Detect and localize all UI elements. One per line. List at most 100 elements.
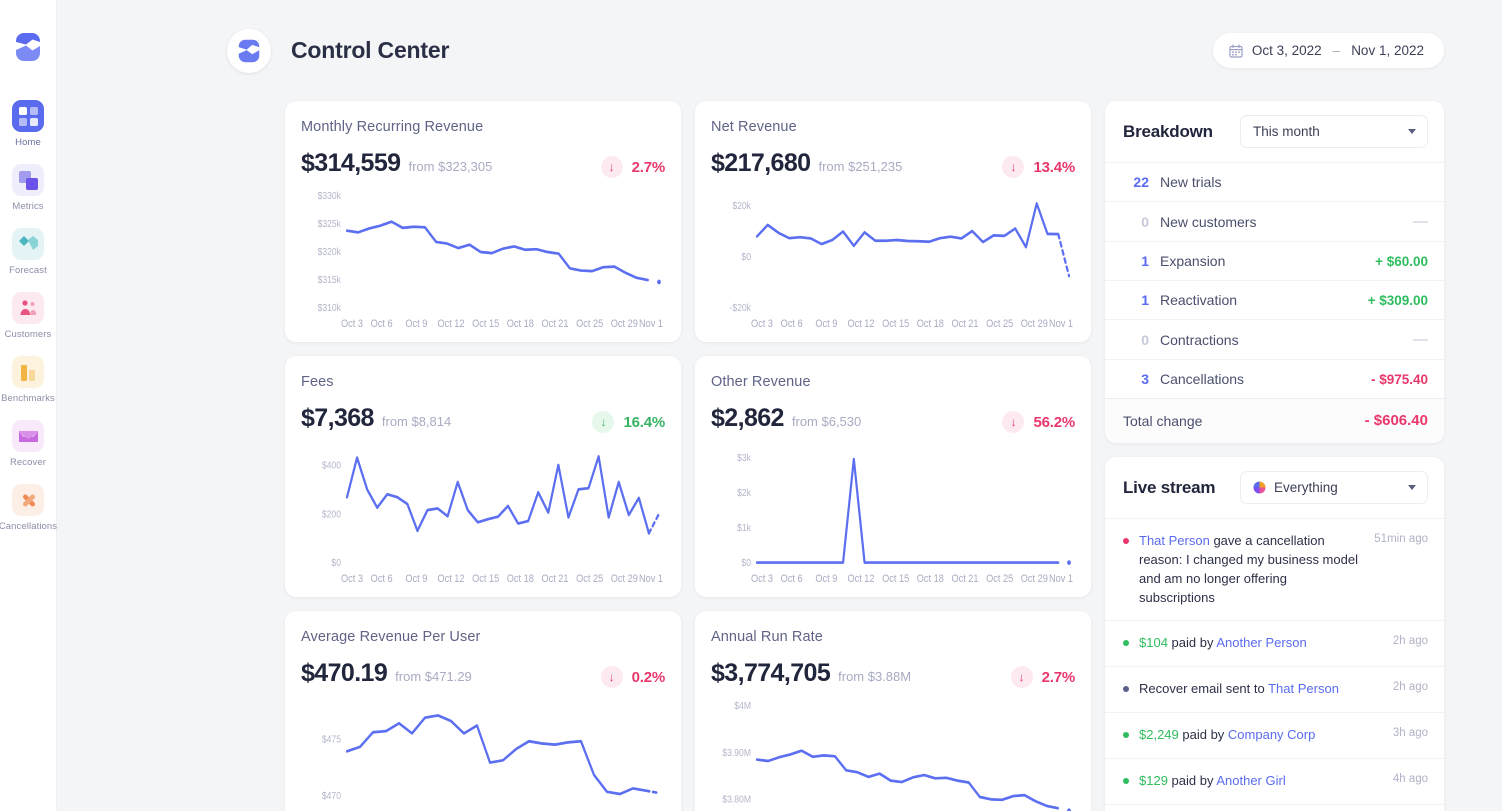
svg-text:$315k: $315k <box>318 274 342 286</box>
breakdown-row[interactable]: 1 Expansion + $60.00 <box>1105 241 1444 280</box>
breakdown-row-value: + $60.00 <box>1375 253 1428 269</box>
metric-delta-percent: 13.4% <box>1033 158 1075 176</box>
metric-delta-percent: 2.7% <box>631 158 666 176</box>
live-stream-timestamp: 3h ago <box>1392 727 1428 740</box>
arrow-down-icon: ↓ <box>600 666 623 688</box>
grid-icon <box>12 100 44 132</box>
sidebar-item-label: Home <box>15 137 41 148</box>
breakdown-row-label: New trials <box>1160 174 1222 190</box>
svg-text:$400: $400 <box>322 460 341 472</box>
live-stream-actor[interactable]: That Person <box>1139 533 1210 548</box>
status-dot-icon <box>1123 777 1129 784</box>
svg-text:Oct 9: Oct 9 <box>815 573 837 585</box>
breakdown-row-count: 0 <box>1141 331 1149 348</box>
arrow-down-icon: ↓ <box>1002 156 1025 178</box>
live-stream-item[interactable]: That Person gave a cancellation reason: … <box>1105 518 1444 620</box>
svg-text:Oct 6: Oct 6 <box>781 318 803 330</box>
live-stream-filter-label: Everything <box>1274 480 1338 495</box>
live-stream-item[interactable]: Recover email sent to That Person 2h ago <box>1105 666 1444 712</box>
baremetrics-logo[interactable] <box>11 30 45 64</box>
metric-delta: ↓ 0.2% <box>600 666 665 688</box>
metric-value-group: $217,680 from $251,235 <box>711 149 902 178</box>
live-stream-actor[interactable]: Another Girl <box>1216 772 1286 788</box>
live-stream-item[interactable]: $2,249 paid by Company Corp 3h ago <box>1105 712 1444 758</box>
live-stream-title: Live stream <box>1123 477 1216 497</box>
svg-text:Oct 3: Oct 3 <box>341 318 363 330</box>
breakdown-period-select[interactable]: This month <box>1240 115 1428 148</box>
metric-value: $3,774,705 <box>711 659 831 687</box>
metric-value-group: $3,774,705 from $3.88M <box>711 659 911 688</box>
metric-card[interactable]: Fees $7,368 from $8,814 ↓ 16.4% $0 $200 $400 Oct… <box>285 356 681 597</box>
live-stream-actor[interactable]: Another Person <box>1216 635 1307 651</box>
live-stream-filter-select[interactable]: Everything <box>1240 471 1428 504</box>
breakdown-row[interactable]: 0 Contractions — <box>1105 319 1444 359</box>
sidebar-item-label: Customers <box>4 329 52 340</box>
metric-chart: -$20k $0 $20k Oct 3 Oct 6 Oct 9 Oct 12 Oct 15 Oc… <box>711 188 1075 332</box>
live-stream-text: Recover email sent to That Person <box>1139 680 1383 699</box>
svg-text:Oct 15: Oct 15 <box>472 573 499 585</box>
sidebar-item-recover[interactable]: Recover <box>0 420 57 468</box>
svg-text:$0: $0 <box>741 251 751 263</box>
metric-chart: $0 $1k $2k $3k Oct 3 Oct 6 Oct 9 Oct 12 Oct 15 Oc… <box>711 443 1075 587</box>
live-stream-text: $2,249 paid by Company Corp <box>1139 726 1383 745</box>
live-stream-item[interactable]: $129 paid by Another Girl 4h ago <box>1105 757 1444 804</box>
pie-multicolor-icon <box>1253 481 1266 494</box>
date-range-picker[interactable]: Oct 3, 2022 – Nov 1, 2022 <box>1212 33 1444 68</box>
svg-text:Oct 6: Oct 6 <box>371 318 393 330</box>
metric-card[interactable]: Average Revenue Per User $470.19 from $471… <box>285 611 681 811</box>
arrow-down-icon: ↓ <box>600 156 623 178</box>
sidebar-item-home[interactable]: Home <box>0 100 57 148</box>
calendar-icon <box>1229 43 1243 58</box>
sidebar-item-label: Benchmarks <box>1 393 55 404</box>
svg-text:$0: $0 <box>331 558 341 570</box>
baremetrics-logo[interactable] <box>227 28 271 73</box>
svg-text:Oct 18: Oct 18 <box>917 573 944 585</box>
metric-delta-percent: 16.4% <box>623 413 665 431</box>
customers-icon <box>12 292 44 324</box>
metric-card-row: Monthly Recurring Revenue $314,559 from $3… <box>285 101 1091 342</box>
svg-text:-$20k: -$20k <box>730 303 752 315</box>
metric-value: $7,368 <box>301 404 374 432</box>
svg-text:Oct 29: Oct 29 <box>1021 318 1048 330</box>
sidebar-item-metrics[interactable]: Metrics <box>0 164 57 212</box>
metric-value: $217,680 <box>711 149 811 177</box>
live-stream-amount: $104 <box>1139 635 1168 651</box>
breakdown-total-row: Total change - $606.40 <box>1105 398 1444 443</box>
svg-text:Oct 12: Oct 12 <box>847 318 874 330</box>
sidebar-item-cancellations[interactable]: Cancellations <box>0 484 57 532</box>
metric-card[interactable]: Annual Run Rate $3,774,705 from $3.88M ↓ 2.7… <box>695 611 1091 811</box>
breakdown-row-label: New customers <box>1160 213 1257 230</box>
metric-previous-value: from $323,305 <box>408 159 493 174</box>
breakdown-row[interactable]: 1 Reactivation + $309.00 <box>1105 280 1444 319</box>
breakdown-row[interactable]: 0 New customers — <box>1105 201 1444 241</box>
breakdown-row-count: 3 <box>1141 371 1149 387</box>
live-stream-actor[interactable]: Company Corp <box>1227 727 1316 743</box>
sidebar: Home Metrics Forecast Customers Benchmarks Re… <box>0 0 57 811</box>
metric-chart: $0 $200 $400 Oct 3 Oct 6 Oct 9 Oct 12 Oct 15 Oct… <box>301 443 665 587</box>
metric-card[interactable]: Monthly Recurring Revenue $314,559 from $3… <box>285 101 681 342</box>
svg-text:$3.90M: $3.90M <box>722 747 751 759</box>
arrow-down-icon: ↓ <box>592 411 615 433</box>
live-stream-panel: Live stream Everything Tha <box>1105 457 1444 811</box>
metric-card[interactable]: Net Revenue $217,680 from $251,235 ↓ 13.4% -$… <box>695 101 1091 342</box>
metric-previous-value: from $251,235 <box>818 159 903 174</box>
live-stream-item[interactable]: $104 paid by Another Person 2h ago <box>1105 620 1444 666</box>
metric-value: $470.19 <box>301 659 388 687</box>
metric-card-title: Monthly Recurring Revenue <box>301 119 484 135</box>
live-stream-timestamp: 2h ago <box>1392 681 1428 694</box>
breakdown-row[interactable]: 3 Cancellations - $975.40 <box>1105 359 1444 398</box>
sidebar-item-customers[interactable]: Customers <box>0 292 57 340</box>
live-stream-item[interactable]: $255.64 paid by Awesome Company4h ago <box>1105 803 1444 811</box>
svg-text:Oct 25: Oct 25 <box>986 318 1013 330</box>
metric-card[interactable]: Other Revenue $2,862 from $6,530 ↓ 56.2% $0 $1… <box>695 356 1091 597</box>
sidebar-item-benchmarks[interactable]: Benchmarks <box>0 356 57 404</box>
sidebar-item-forecast[interactable]: Forecast <box>0 228 57 276</box>
metric-previous-value: from $471.29 <box>395 669 472 684</box>
breakdown-row[interactable]: 22 New trials <box>1105 162 1444 201</box>
metric-card-stats: $470.19 from $471.29 ↓ 0.2% <box>301 659 665 688</box>
svg-text:Oct 12: Oct 12 <box>437 318 464 330</box>
live-stream-actor[interactable]: That Person <box>1268 681 1339 697</box>
live-stream-text: $104 paid by Another Person <box>1139 634 1383 653</box>
